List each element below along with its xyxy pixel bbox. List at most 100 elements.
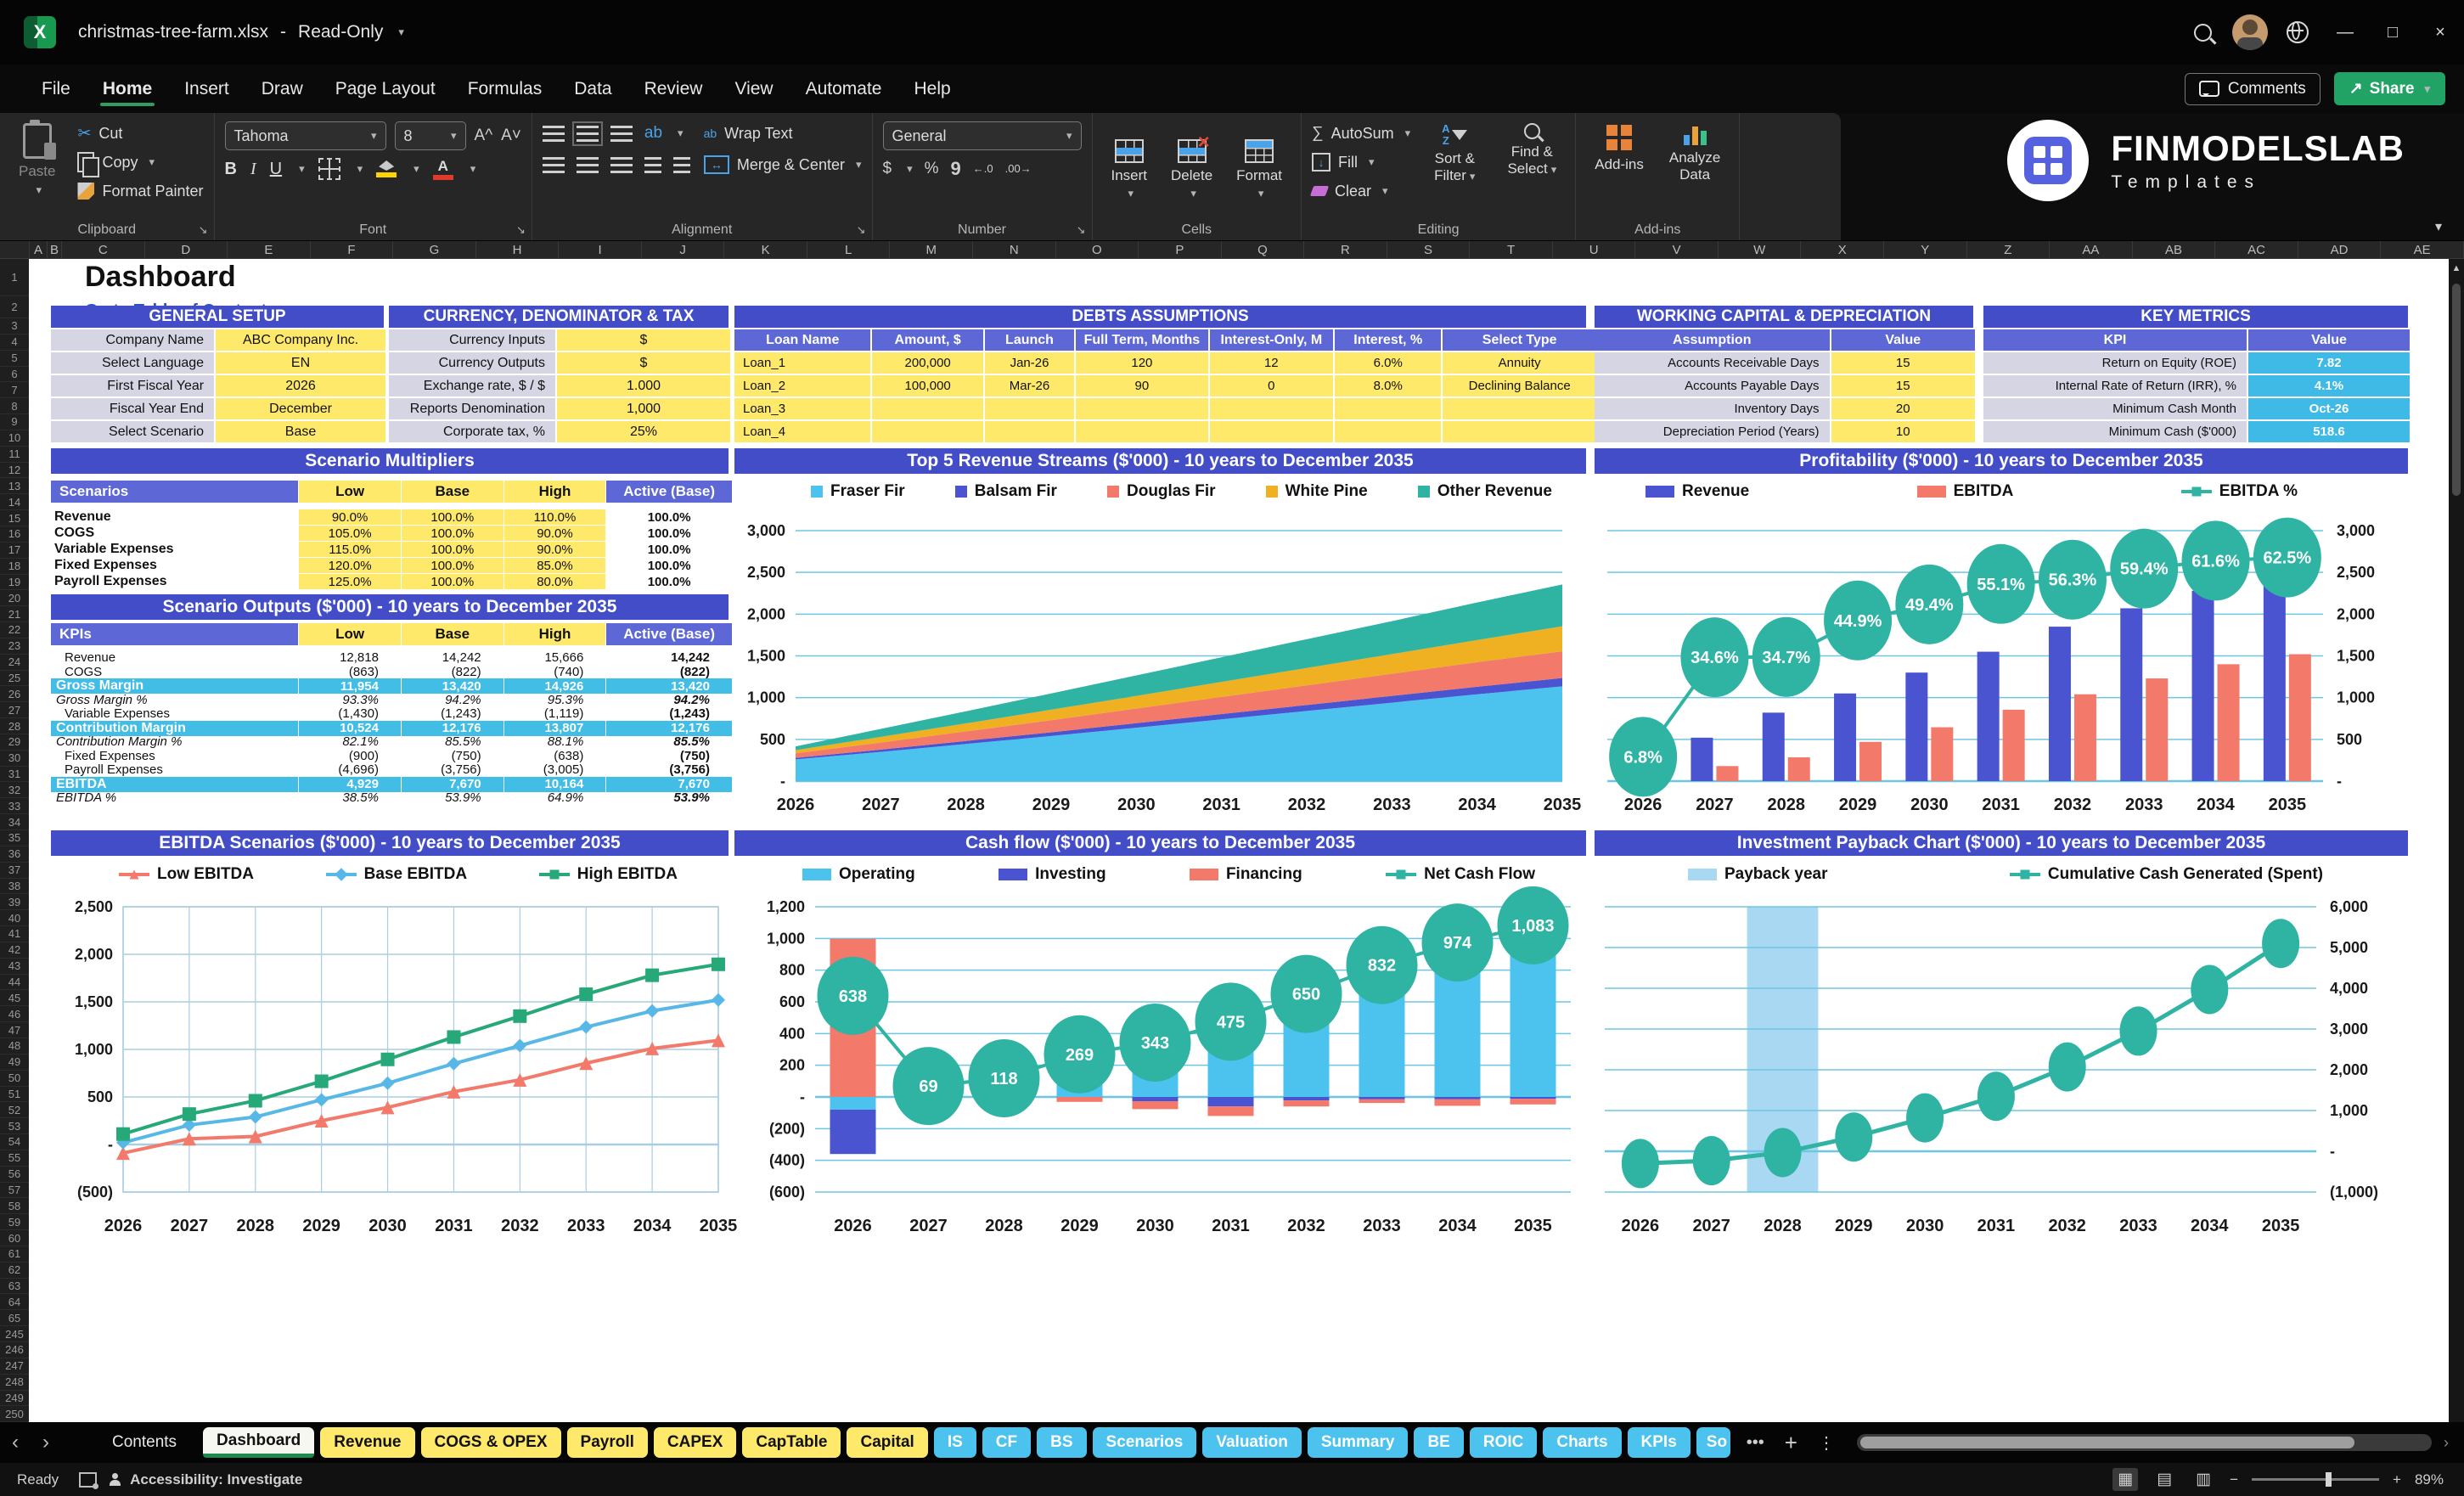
add-sheet-button[interactable]: +	[1784, 1429, 1797, 1455]
debts-cell[interactable]: Jan-26	[984, 352, 1075, 374]
debts-cell[interactable]	[872, 421, 983, 442]
value-cell[interactable]: 15	[1831, 352, 1975, 374]
debts-cell[interactable]: Loan_3	[734, 398, 871, 419]
maximize-button[interactable]: □	[2387, 22, 2399, 42]
font-color-button[interactable]: A	[432, 159, 453, 180]
row-header-23[interactable]: 23	[0, 638, 29, 655]
row-header-29[interactable]: 29	[0, 734, 29, 751]
row-header-55[interactable]: 55	[0, 1150, 29, 1167]
menu-item-page-layout[interactable]: Page Layout	[335, 78, 436, 98]
zoom-level[interactable]: 89%	[2414, 1471, 2444, 1488]
row-header-39[interactable]: 39	[0, 894, 29, 911]
row-header-36[interactable]: 36	[0, 846, 29, 863]
sheet-tab-valuation[interactable]: Valuation	[1202, 1427, 1302, 1458]
orientation-button[interactable]: ab	[644, 124, 663, 142]
debts-cell[interactable]	[1209, 398, 1334, 419]
row-header-8[interactable]: 8	[0, 398, 29, 415]
sheet-tab-kpis[interactable]: KPIs	[1627, 1427, 1690, 1458]
insert-cells-button[interactable]: Insert	[1103, 138, 1156, 202]
cut-button[interactable]: ✂ Cut	[77, 124, 123, 143]
close-button[interactable]: ×	[2435, 22, 2445, 42]
zoom-slider[interactable]	[2252, 1472, 2380, 1487]
collapse-ribbon-icon[interactable]: ▾	[2434, 220, 2442, 234]
sheet-tab-summary[interactable]: Summary	[1307, 1427, 1409, 1458]
row-header-38[interactable]: 38	[0, 879, 29, 895]
sheet-tab-is[interactable]: IS	[933, 1427, 976, 1458]
page-layout-view-button[interactable]: ▤	[2157, 1471, 2173, 1488]
row-header-54[interactable]: 54	[0, 1134, 29, 1150]
sheet-tab-so[interactable]: So	[1696, 1427, 1730, 1458]
row-header-24[interactable]: 24	[0, 655, 29, 671]
row-header-27[interactable]: 27	[0, 702, 29, 719]
align-bottom-button[interactable]	[610, 125, 633, 142]
input-cell[interactable]: Base	[216, 421, 385, 442]
align-top-button[interactable]	[542, 125, 565, 142]
multiplier-input[interactable]: 80.0%	[503, 574, 606, 589]
column-header-Q[interactable]: Q	[1222, 241, 1305, 258]
debts-cell[interactable]: 120	[1076, 352, 1208, 374]
debts-cell[interactable]: 0	[1209, 375, 1334, 396]
debts-cell[interactable]	[1209, 421, 1334, 442]
row-header-64[interactable]: 64	[0, 1294, 29, 1311]
tab-scroll-right-button[interactable]: ›	[42, 1431, 49, 1454]
sheet-tab-dashboard[interactable]: Dashboard	[203, 1427, 315, 1458]
debts-cell[interactable]: Annuity	[1443, 352, 1596, 374]
column-header-D[interactable]: D	[145, 241, 228, 258]
shrink-font-button[interactable]: A˅	[501, 127, 521, 144]
debts-cell[interactable]: Loan_1	[734, 352, 871, 374]
column-header-L[interactable]: L	[807, 241, 891, 258]
font-launcher[interactable]: ↘	[516, 223, 526, 236]
row-header-35[interactable]: 35	[0, 830, 29, 846]
row-header-52[interactable]: 52	[0, 1102, 29, 1119]
row-header-2[interactable]: 2	[0, 296, 29, 318]
multiplier-input[interactable]: 90.0%	[503, 542, 606, 557]
column-header-X[interactable]: X	[1801, 241, 1885, 258]
row-header-21[interactable]: 21	[0, 606, 29, 623]
row-header-20[interactable]: 20	[0, 590, 29, 607]
row-header-19[interactable]: 19	[0, 575, 29, 591]
row-header-16[interactable]: 16	[0, 526, 29, 543]
value-cell[interactable]: 20	[1831, 398, 1975, 419]
column-header-A[interactable]: A	[30, 241, 48, 258]
row-header-11[interactable]: 11	[0, 447, 29, 463]
row-header-51[interactable]: 51	[0, 1087, 29, 1103]
align-left-button[interactable]	[542, 156, 565, 173]
column-header-V[interactable]: V	[1635, 241, 1719, 258]
input-cell[interactable]: December	[216, 398, 385, 419]
tab-scroll-left-button[interactable]: ‹	[12, 1431, 19, 1454]
font-name-combo[interactable]: Tahoma	[224, 121, 386, 150]
menu-item-data[interactable]: Data	[574, 78, 612, 98]
clear-button[interactable]: Clear	[1309, 179, 1410, 203]
multiplier-input[interactable]: 120.0%	[299, 558, 401, 573]
align-center-button[interactable]	[576, 156, 599, 173]
debts-cell[interactable]	[1335, 398, 1442, 419]
input-cell[interactable]: 1,000	[557, 398, 730, 419]
row-headers[interactable]: 1 2 3 4 5 6 7 8 9 10 11 12 13 14 15 16 17 18 19 20 21 22 23 24 2…	[0, 259, 29, 1423]
sheet-tab-contents[interactable]: Contents	[112, 1433, 177, 1451]
accessibility-status[interactable]: Accessibility: Investigate	[130, 1471, 303, 1488]
scroll-up-icon[interactable]: ▲	[2451, 263, 2461, 273]
borders-button[interactable]	[318, 158, 340, 180]
multiplier-input[interactable]: 100.0%	[401, 574, 503, 589]
macro-record-icon[interactable]	[79, 1471, 99, 1489]
input-cell[interactable]: 1.000	[557, 375, 730, 396]
row-header-61[interactable]: 61	[0, 1246, 29, 1263]
debts-cell[interactable]	[984, 398, 1075, 419]
menu-item-file[interactable]: File	[42, 78, 70, 98]
sheet-tab-payroll[interactable]: Payroll	[566, 1427, 648, 1458]
align-middle-button[interactable]	[571, 121, 603, 146]
menu-item-help[interactable]: Help	[914, 78, 951, 98]
input-cell[interactable]: 2026	[216, 375, 385, 396]
row-header-247[interactable]: 247	[0, 1358, 29, 1375]
zoom-slider-thumb[interactable]	[2326, 1472, 2332, 1487]
multiplier-input[interactable]: 115.0%	[299, 542, 401, 557]
increase-decimal-button[interactable]: ←.0	[972, 161, 993, 175]
row-header-65[interactable]: 65	[0, 1310, 29, 1327]
fill-color-button[interactable]	[376, 160, 397, 177]
value-cell[interactable]: 15	[1831, 375, 1975, 396]
sheet-tab-capex[interactable]: CAPEX	[653, 1427, 737, 1458]
column-header-AC[interactable]: AC	[2215, 241, 2298, 258]
column-header-H[interactable]: H	[476, 241, 560, 258]
row-header-22[interactable]: 22	[0, 622, 29, 638]
row-header-34[interactable]: 34	[0, 814, 29, 830]
